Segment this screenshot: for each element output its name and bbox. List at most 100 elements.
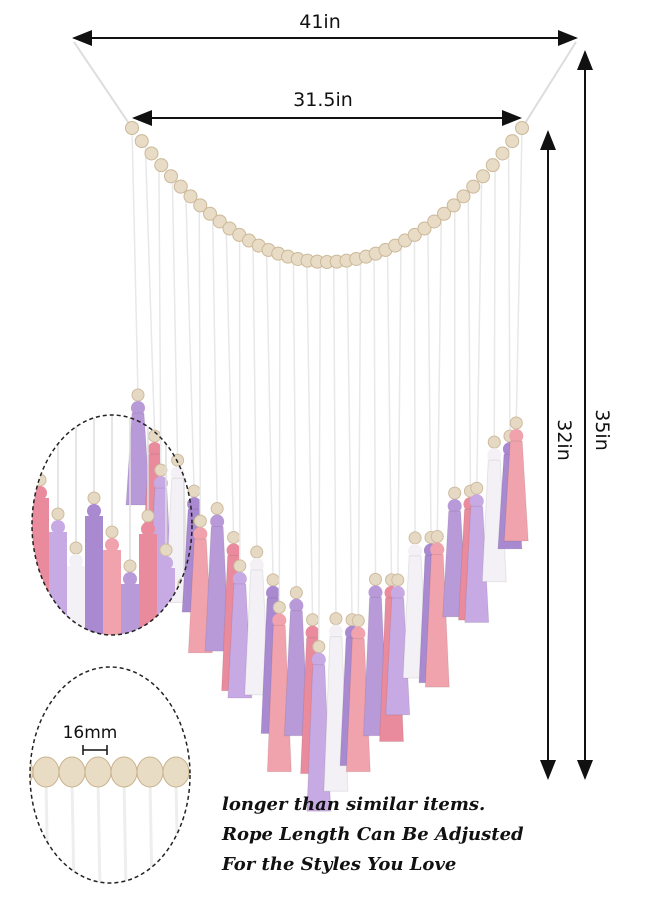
tassel-knot <box>430 542 445 557</box>
tassel <box>103 550 121 635</box>
caption-line: Rope Length Can Be Adjusted <box>221 824 524 845</box>
tassel-bead <box>141 509 155 523</box>
tassel-knot <box>123 572 137 586</box>
bead <box>417 221 432 236</box>
string <box>427 226 432 538</box>
tassel-bead <box>210 502 224 516</box>
string <box>144 145 156 437</box>
tassel-knot <box>193 527 208 542</box>
tassel-knot <box>210 514 225 529</box>
string <box>174 779 180 883</box>
tassel-bead <box>369 572 383 586</box>
tassel-knot <box>131 401 145 415</box>
tassel-knot <box>390 586 405 601</box>
string <box>171 177 179 461</box>
bead <box>30 756 34 788</box>
string <box>413 235 416 538</box>
string <box>185 191 195 492</box>
bead <box>154 158 169 173</box>
tassel-bead <box>487 435 501 449</box>
tassel-knot <box>305 625 320 640</box>
detail-tassels <box>32 415 192 635</box>
tassel-knot <box>328 624 343 639</box>
tassel-bead <box>148 429 162 443</box>
tassel-bead <box>306 613 320 627</box>
rope <box>73 41 133 129</box>
bead <box>84 756 112 788</box>
bead <box>134 134 149 149</box>
string <box>131 127 139 396</box>
bead <box>466 179 481 194</box>
bead <box>446 198 461 213</box>
tassel-bead <box>154 463 168 477</box>
bead <box>407 227 422 242</box>
tassel-knot <box>289 598 304 613</box>
bead <box>58 756 86 788</box>
tassel-knot <box>351 626 366 641</box>
bead <box>164 169 178 184</box>
bead <box>32 756 60 788</box>
tassel-bead <box>509 416 523 430</box>
tassel-bead <box>159 543 173 557</box>
tassel-knot <box>447 499 462 514</box>
tassel-bead <box>329 612 343 626</box>
caption-line: longer than similar items. <box>222 794 485 815</box>
tassel <box>121 584 139 635</box>
string <box>346 260 353 620</box>
bead <box>183 189 198 204</box>
tassel-knot <box>141 522 155 536</box>
bead <box>136 756 164 788</box>
string <box>265 249 274 580</box>
tassel-knot <box>266 585 281 600</box>
tassel-bead <box>227 530 241 544</box>
bead <box>427 214 442 229</box>
tassel-knot <box>226 543 241 558</box>
bead <box>485 158 500 173</box>
bead <box>125 121 139 135</box>
tassel-bead <box>470 481 484 495</box>
string <box>507 145 511 437</box>
tassel-knot <box>368 585 383 600</box>
string <box>373 254 377 580</box>
string <box>332 261 337 619</box>
string <box>306 260 314 620</box>
tassel <box>157 568 175 635</box>
string <box>211 215 218 509</box>
string <box>20 780 22 890</box>
bead <box>193 198 208 213</box>
tassel-knot <box>249 558 264 573</box>
tassel <box>481 459 507 583</box>
tassel-knot <box>105 538 119 552</box>
tassel-bead <box>33 473 47 487</box>
bead <box>476 169 490 184</box>
tassel-knot <box>232 571 247 586</box>
tassel-knot <box>487 448 502 463</box>
bead <box>222 221 237 236</box>
detail-circle <box>31 414 193 636</box>
string <box>386 249 393 580</box>
tassel-bead <box>233 559 247 573</box>
tassel-bead <box>123 559 137 573</box>
dimension-lines <box>72 30 593 780</box>
string <box>515 127 523 424</box>
string <box>493 162 496 443</box>
detail-beads <box>20 756 190 890</box>
tassel-bead <box>391 573 405 587</box>
tassel <box>227 583 253 699</box>
tassel-bead <box>272 600 286 614</box>
bead <box>110 756 138 788</box>
bead <box>212 214 227 229</box>
string <box>476 177 483 489</box>
tassel-bead <box>131 388 145 402</box>
bead <box>173 179 188 194</box>
tassel-knot <box>408 543 423 558</box>
string <box>436 215 443 537</box>
tassel <box>49 532 67 635</box>
tassel <box>464 505 490 623</box>
string <box>278 254 281 608</box>
tassel-knot <box>147 442 162 457</box>
bead <box>495 146 510 161</box>
tassel-bead <box>105 525 119 539</box>
string <box>397 242 402 581</box>
